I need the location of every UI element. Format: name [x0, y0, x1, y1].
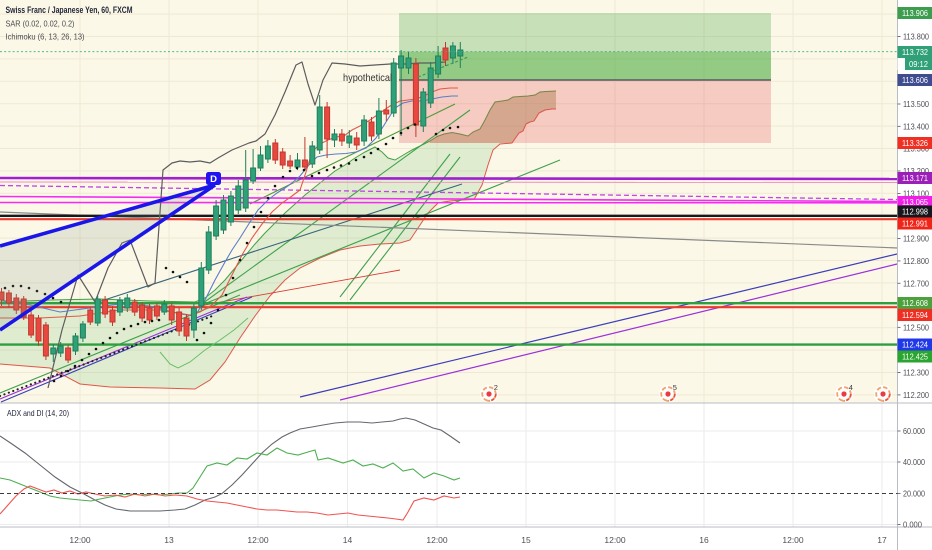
svg-text:112.200: 112.200: [903, 390, 929, 400]
svg-text:113.200: 113.200: [903, 166, 929, 176]
svg-text:112.700: 112.700: [903, 278, 929, 288]
svg-text:112.998: 112.998: [902, 207, 928, 217]
svg-text:12:00: 12:00: [247, 535, 269, 545]
svg-text:112.424: 112.424: [902, 340, 928, 350]
svg-text:112.425: 112.425: [902, 352, 928, 362]
svg-text:D: D: [210, 174, 217, 185]
svg-text:4: 4: [849, 383, 853, 392]
svg-text:113.906: 113.906: [902, 8, 928, 18]
svg-text:113.500: 113.500: [903, 99, 929, 109]
svg-text:12:00: 12:00: [604, 535, 626, 545]
svg-text:12:00: 12:00: [69, 535, 91, 545]
svg-text:14: 14: [343, 535, 353, 545]
svg-text:20.000: 20.000: [903, 489, 925, 499]
svg-text:09:12: 09:12: [909, 59, 928, 69]
svg-text:112.608: 112.608: [902, 298, 928, 308]
svg-text:ADX and DI (14, 20): ADX and DI (14, 20): [7, 408, 69, 418]
svg-text:113.100: 113.100: [903, 189, 929, 199]
svg-text:112.594: 112.594: [902, 310, 928, 320]
svg-text:Ichimoku (6, 13, 26, 13): Ichimoku (6, 13, 26, 13): [6, 32, 85, 42]
svg-text:13: 13: [164, 535, 174, 545]
svg-text:113.606: 113.606: [902, 75, 928, 85]
svg-text:SAR (0.02, 0.02, 0.2): SAR (0.02, 0.02, 0.2): [6, 19, 75, 29]
svg-text:5: 5: [673, 383, 677, 392]
svg-text:113.732: 113.732: [902, 47, 928, 57]
svg-text:12:00: 12:00: [782, 535, 804, 545]
svg-text:112.900: 112.900: [903, 234, 929, 244]
svg-text:113.171: 113.171: [902, 173, 928, 183]
svg-text:112.800: 112.800: [903, 256, 929, 266]
svg-text:2: 2: [494, 383, 498, 392]
svg-text:17: 17: [877, 535, 887, 545]
svg-text:113.400: 113.400: [903, 121, 929, 131]
svg-text:113.800: 113.800: [903, 32, 929, 42]
svg-text:113.065: 113.065: [902, 197, 928, 207]
svg-text:15: 15: [521, 535, 531, 545]
svg-text:Swiss Franc / Japanese Yen, 60: Swiss Franc / Japanese Yen, 60, FXCM: [6, 5, 133, 15]
svg-text:40.000: 40.000: [903, 457, 925, 467]
svg-text:hypothetical: hypothetical: [343, 72, 392, 84]
svg-text:12:00: 12:00: [426, 535, 448, 545]
svg-text:0.000: 0.000: [903, 520, 922, 530]
svg-text:112.991: 112.991: [902, 219, 928, 229]
svg-text:112.500: 112.500: [903, 322, 929, 332]
svg-text:60.000: 60.000: [903, 426, 925, 436]
svg-text:113.326: 113.326: [902, 138, 928, 148]
svg-text:16: 16: [699, 535, 709, 545]
svg-text:112.300: 112.300: [903, 368, 929, 378]
